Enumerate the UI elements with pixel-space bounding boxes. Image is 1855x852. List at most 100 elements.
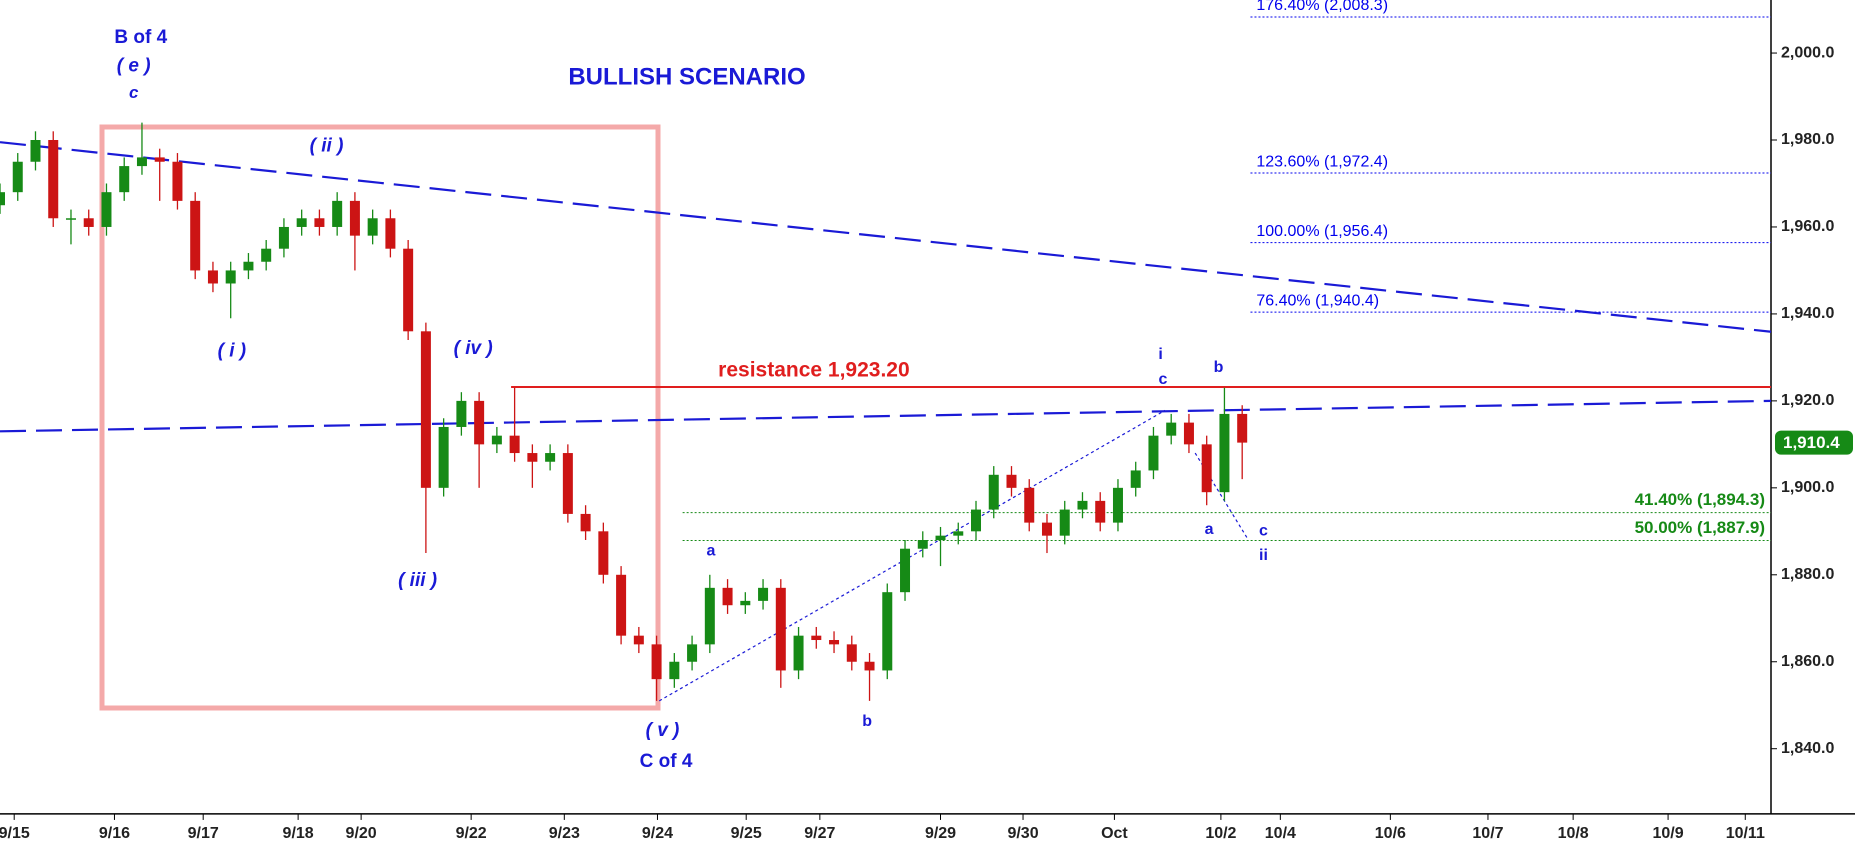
- candle-body: [30, 140, 41, 162]
- trendline: [658, 409, 1166, 702]
- candle-body: [811, 635, 822, 641]
- candle-body: [261, 248, 272, 262]
- candle-body: [829, 640, 840, 645]
- candle-body: [687, 644, 698, 662]
- candle-body: [509, 435, 520, 454]
- candle-body: [971, 509, 982, 532]
- candle-body: [793, 635, 804, 671]
- candle-body: [332, 200, 343, 227]
- wave-label: B of 4: [114, 27, 167, 48]
- candle-body: [633, 635, 644, 645]
- trendline: [0, 399, 1772, 433]
- fib-label: 76.40% (1,940.4): [1256, 292, 1379, 309]
- x-tick-label: 9/30: [1007, 825, 1038, 842]
- candle-body: [1148, 435, 1159, 471]
- candle-body: [722, 587, 733, 606]
- candle-body: [1095, 500, 1106, 523]
- candle-body: [367, 218, 378, 236]
- x-tick-label: 9/25: [731, 825, 762, 842]
- wave-label: ( e ): [117, 55, 151, 76]
- candle-body: [65, 218, 76, 220]
- chart-title: BULLISH SCENARIO: [568, 63, 805, 90]
- wave-label: C of 4: [640, 751, 693, 772]
- candle-body: [172, 161, 183, 201]
- candle-body: [580, 513, 591, 532]
- wave-label: ( iii ): [398, 570, 437, 591]
- candle-body: [1183, 422, 1194, 445]
- wave-label: ( iv ): [454, 338, 493, 359]
- x-tick-label: 9/23: [549, 825, 580, 842]
- candle-body: [207, 270, 218, 284]
- candle-body: [988, 474, 999, 510]
- fib-label: 50.00% (1,887.9): [1635, 518, 1765, 537]
- x-tick-label: 9/18: [283, 825, 314, 842]
- fib-label: 100.00% (1,956.4): [1256, 223, 1388, 240]
- candle-body: [598, 531, 609, 575]
- wave-label: b: [1214, 359, 1224, 376]
- candle-body: [864, 661, 875, 671]
- trendline: [1194, 452, 1249, 541]
- y-tick-label: 2,000.0: [1781, 44, 1834, 61]
- fib-label: 41.40% (1,894.3): [1635, 490, 1765, 509]
- x-tick-label: 9/29: [925, 825, 956, 842]
- candle-body: [1201, 444, 1212, 493]
- x-tick-label: 9/20: [346, 825, 377, 842]
- candle-body: [1130, 470, 1141, 488]
- wave-label: a: [707, 543, 716, 560]
- candle-body: [0, 192, 5, 206]
- candle-body: [1024, 487, 1035, 523]
- wave-label: ii: [1259, 547, 1268, 564]
- candle-body: [704, 587, 715, 645]
- last-price-tag: [1775, 430, 1853, 455]
- candle-body: [136, 157, 147, 167]
- candle-body: [1219, 413, 1230, 493]
- candle-body: [758, 587, 769, 601]
- fib-label: 176.40% (2,008.3): [1256, 0, 1388, 14]
- candle-body: [101, 192, 112, 227]
- x-tick-label: 9/16: [99, 825, 130, 842]
- x-tick-label: 9/24: [642, 825, 673, 842]
- candle-body: [917, 540, 928, 549]
- x-tick-label: 9/17: [188, 825, 219, 842]
- candle-body: [190, 200, 201, 271]
- candle-body: [349, 200, 360, 236]
- x-tick-label: 10/6: [1375, 825, 1406, 842]
- candle-body: [882, 592, 893, 671]
- candle-body: [900, 548, 911, 593]
- candle-body: [775, 587, 786, 671]
- candle-body: [1006, 474, 1017, 488]
- x-tick-label: 9/22: [456, 825, 487, 842]
- x-tick-label: 9/15: [0, 825, 30, 842]
- candle-body: [119, 166, 130, 193]
- candle-body: [83, 218, 94, 227]
- candle-body: [651, 644, 662, 680]
- resistance-label: resistance 1,923.20: [718, 359, 909, 382]
- trendline: [0, 141, 1772, 333]
- x-tick-label: 10/11: [1726, 825, 1765, 842]
- candle-body: [456, 400, 467, 427]
- candle-body: [545, 453, 556, 462]
- candle-body: [225, 270, 236, 284]
- highlight-box: [99, 124, 661, 711]
- candle-body: [154, 157, 165, 162]
- x-tick-label: 10/8: [1558, 825, 1589, 842]
- x-tick-label: 10/2: [1205, 825, 1236, 842]
- candle-body: [491, 435, 502, 445]
- x-tick-label: 10/7: [1472, 825, 1503, 842]
- wave-label: b: [862, 713, 872, 730]
- y-tick-label: 1,900.0: [1781, 479, 1834, 496]
- candle-body: [527, 453, 538, 462]
- y-tick-label: 1,940.0: [1781, 305, 1834, 322]
- wave-label: c: [1259, 522, 1268, 539]
- x-tick-label: 9/27: [804, 825, 835, 842]
- candle-body: [278, 226, 289, 249]
- x-tick-label: 10/4: [1265, 825, 1296, 842]
- candle-body: [935, 535, 946, 541]
- wave-label: i: [1158, 346, 1162, 363]
- wave-label: ( ii ): [310, 136, 344, 157]
- candle-body: [669, 661, 680, 680]
- y-tick-label: 1,960.0: [1781, 218, 1834, 235]
- y-tick-label: 1,980.0: [1781, 131, 1834, 148]
- y-tick-label: 1,920.0: [1781, 392, 1834, 409]
